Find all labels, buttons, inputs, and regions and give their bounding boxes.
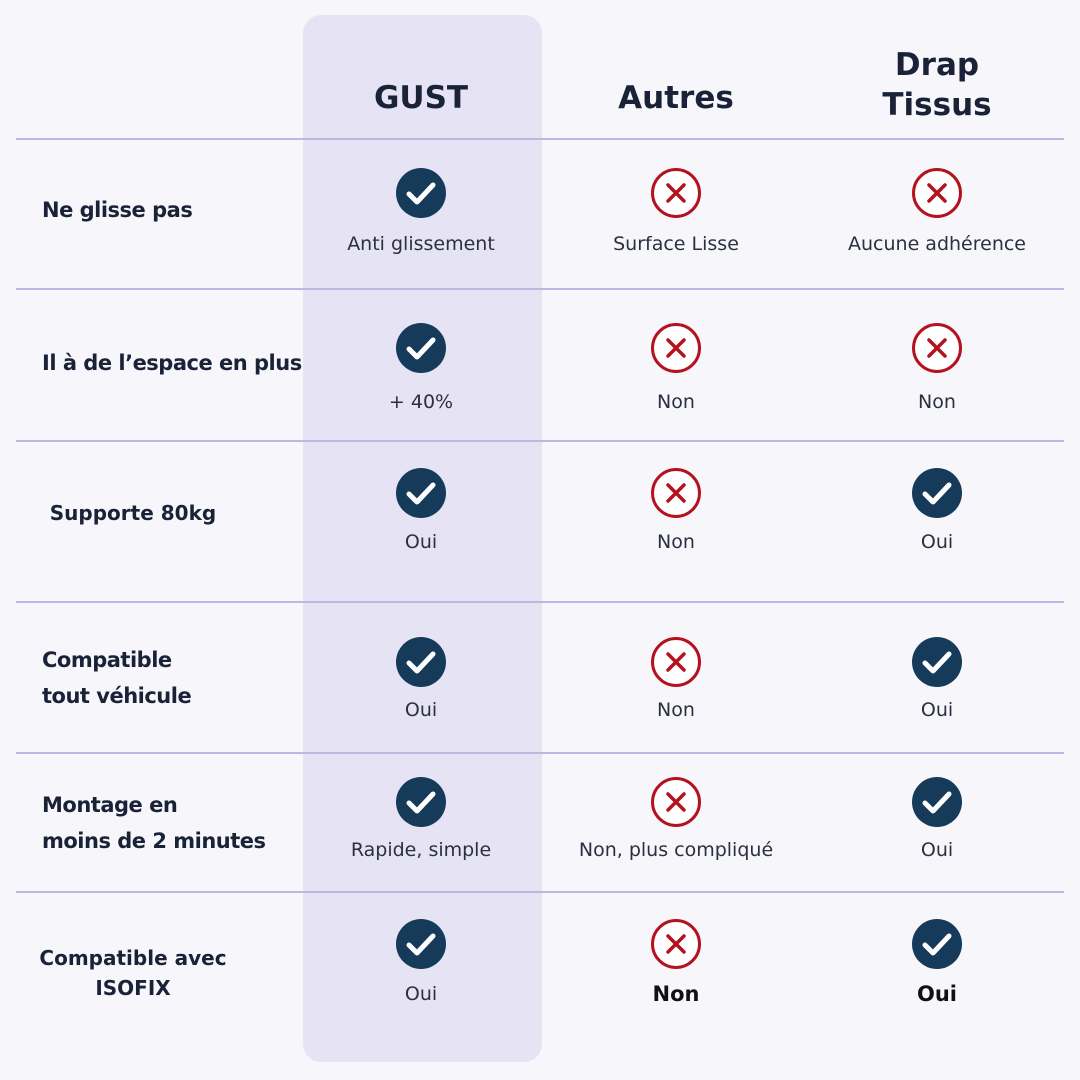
row-divider: [16, 601, 1064, 603]
cell-text: Non: [657, 391, 695, 413]
row-label: Compatible tout véhicule: [42, 648, 192, 708]
column-header: GUST: [373, 80, 469, 116]
cell-text: Non: [657, 699, 695, 721]
cell-text: Oui: [920, 839, 954, 861]
cell-text: Non: [652, 982, 700, 1006]
row-divider: [16, 138, 1064, 140]
check-icon: [396, 468, 446, 518]
cell-text: Rapide, simple: [350, 839, 492, 861]
cell-text: Surface Lisse: [613, 233, 739, 255]
check-icon: [912, 468, 962, 518]
cross-icon: [651, 323, 701, 373]
row-label: Montage en moins de 2 minutes: [42, 793, 266, 853]
cross-icon: [651, 919, 701, 969]
row-divider: [16, 288, 1064, 290]
column-header: Autres: [618, 80, 734, 116]
cell-text: Oui: [920, 699, 954, 721]
check-icon: [396, 637, 446, 687]
row-divider: [16, 752, 1064, 754]
cell-text: Oui: [404, 531, 438, 553]
cross-icon: [651, 777, 701, 827]
check-icon: [396, 323, 446, 373]
cell-text: Non, plus compliqué: [578, 839, 774, 861]
cross-icon: [912, 168, 962, 218]
cell-text: Oui: [920, 531, 954, 553]
row-label: Compatible avec ISOFIX: [39, 946, 227, 1000]
row-label: Il à de l’espace en plus: [42, 351, 302, 375]
cell-text: Oui: [404, 983, 438, 1005]
cell-text: Aucune adhérence: [848, 233, 1026, 255]
cross-icon: [912, 323, 962, 373]
check-icon: [912, 637, 962, 687]
cell-text: Non: [657, 531, 695, 553]
cross-icon: [651, 637, 701, 687]
cross-icon: [651, 168, 701, 218]
cell-text: Non: [918, 391, 956, 413]
cell-text: Oui: [916, 982, 957, 1006]
row-label: Supporte 80kg: [49, 501, 217, 525]
check-icon: [912, 777, 962, 827]
check-icon: [912, 919, 962, 969]
check-icon: [396, 777, 446, 827]
row-divider: [16, 440, 1064, 442]
row-label: Ne glisse pas: [42, 198, 193, 222]
row-divider: [16, 891, 1064, 893]
cell-text: Anti glissement: [347, 233, 495, 255]
check-icon: [396, 168, 446, 218]
cell-text: Oui: [404, 699, 438, 721]
column-header: Drap Tissus: [882, 47, 992, 123]
check-icon: [396, 919, 446, 969]
cross-icon: [651, 468, 701, 518]
cell-text: + 40%: [388, 391, 454, 413]
